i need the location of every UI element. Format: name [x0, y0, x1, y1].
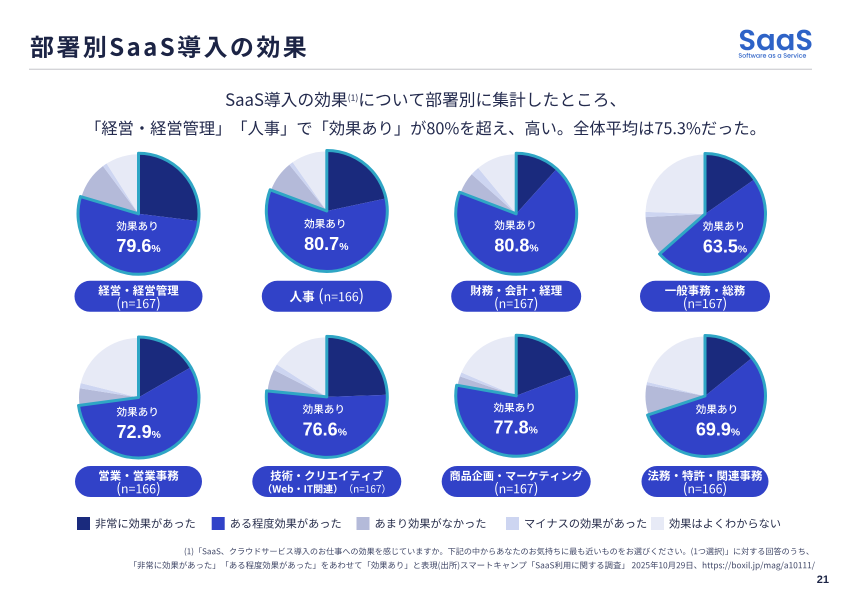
- svg-text:63.5%: 63.5%: [703, 236, 747, 256]
- svg-text:69.9%: 69.9%: [696, 419, 740, 439]
- svg-text:77.8%: 77.8%: [494, 418, 538, 438]
- svg-text:21: 21: [817, 574, 829, 586]
- svg-text:72.9%: 72.9%: [117, 422, 161, 442]
- svg-text:80.8%: 80.8%: [494, 235, 538, 255]
- svg-text:76.6%: 76.6%: [303, 419, 347, 439]
- svg-text:80.7%: 80.7%: [304, 234, 348, 254]
- svg-text:79.6%: 79.6%: [116, 236, 160, 256]
